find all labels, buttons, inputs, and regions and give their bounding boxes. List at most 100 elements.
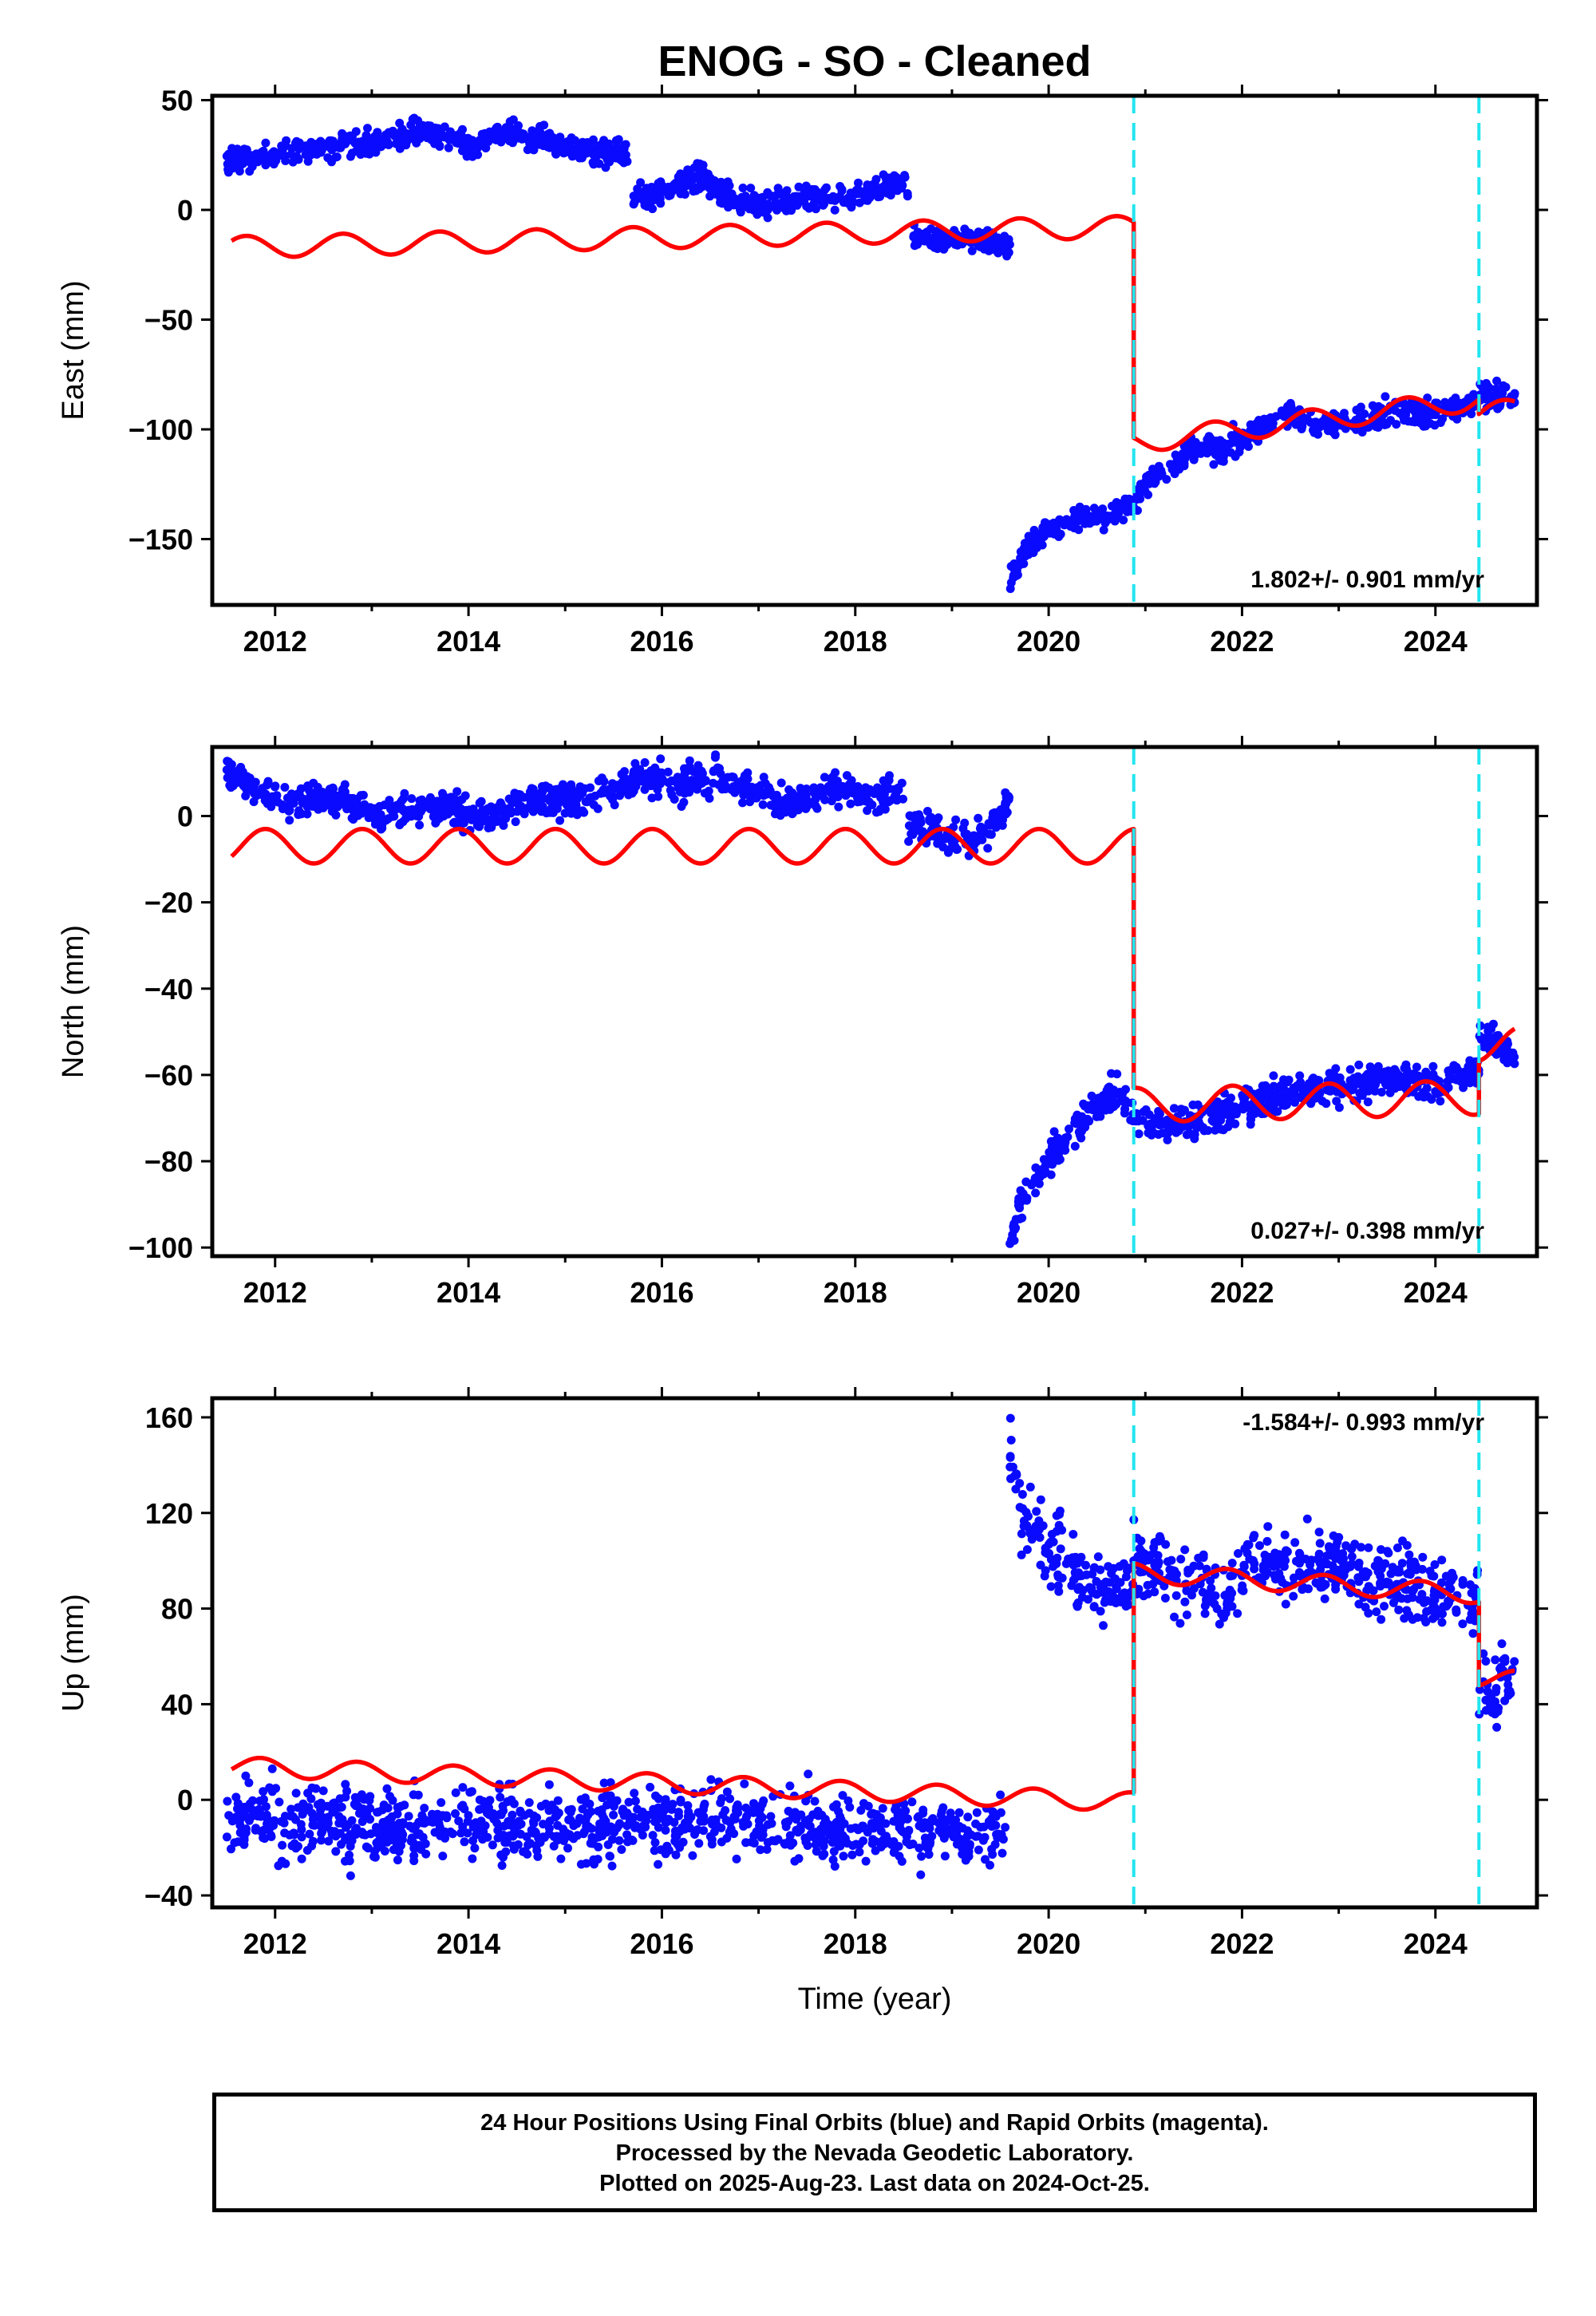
data-point: [657, 768, 666, 777]
data-point: [1001, 805, 1010, 815]
data-point: [559, 1836, 568, 1845]
data-point: [1075, 1130, 1084, 1140]
data-point: [1089, 1563, 1099, 1573]
data-point: [780, 1840, 790, 1849]
data-point: [916, 1870, 926, 1879]
data-point: [828, 785, 838, 795]
data-point: [816, 785, 826, 795]
panel-east: 2012 2014 2016 2018 2020 2022 2024500−50−100−1…: [57, 85, 1548, 658]
data-point: [1053, 1581, 1063, 1591]
data-point: [902, 1832, 911, 1841]
data-point: [242, 145, 251, 155]
data-point: [340, 1836, 350, 1844]
data-point: [1290, 1538, 1300, 1547]
data-point: [1425, 419, 1435, 429]
data-point: [342, 1786, 352, 1796]
data-point: [401, 814, 410, 824]
data-point: [1035, 1533, 1045, 1542]
data-point: [1354, 1060, 1364, 1069]
data-point: [509, 1799, 519, 1808]
data-point: [809, 788, 819, 797]
data-point: [915, 1821, 924, 1831]
data-point: [1448, 1568, 1456, 1578]
data-point: [1458, 1575, 1468, 1585]
data-point: [676, 1796, 685, 1804]
data-point: [794, 182, 804, 192]
data-point: [1394, 1605, 1404, 1614]
data-point: [1073, 516, 1083, 526]
plot-frame: [210, 745, 1539, 1259]
data-point: [717, 1823, 726, 1832]
data-point: [330, 143, 340, 152]
data-point: [307, 1808, 317, 1818]
data-point: [1089, 504, 1099, 513]
data-point: [1302, 1514, 1312, 1524]
data-point: [1193, 1100, 1203, 1109]
data-point: [340, 780, 350, 789]
data-point: [451, 1788, 460, 1797]
data-point: [610, 784, 619, 793]
data-point: [1255, 1541, 1264, 1551]
data-point: [509, 1844, 519, 1854]
data-point: [678, 172, 688, 181]
data-point: [431, 1810, 440, 1820]
data-point: [927, 1816, 936, 1825]
data-point: [285, 816, 294, 825]
data-point: [1205, 445, 1215, 454]
data-point: [939, 244, 949, 254]
data-point: [694, 1839, 704, 1848]
data-point: [707, 1835, 717, 1844]
data-point: [1361, 1567, 1370, 1576]
data-point: [267, 1787, 277, 1796]
data-point: [773, 1835, 783, 1844]
data-point: [656, 199, 666, 208]
data-point: [433, 136, 442, 145]
data-point: [624, 1797, 634, 1807]
data-point: [1270, 1571, 1279, 1580]
data-point: [1452, 1607, 1461, 1617]
data-point: [792, 200, 802, 210]
data-point: [717, 177, 726, 187]
data-point: [680, 190, 689, 199]
data-point: [839, 198, 848, 207]
data-point: [967, 246, 977, 255]
data-point: [788, 1812, 798, 1821]
data-point: [723, 177, 733, 187]
data-point: [908, 1840, 918, 1848]
data-point: [812, 1847, 821, 1856]
data-point: [454, 1816, 464, 1826]
data-point: [630, 1796, 640, 1806]
data-point: [1437, 1618, 1447, 1627]
data-point: [899, 1812, 907, 1822]
data-point: [594, 777, 603, 785]
data-point: [879, 776, 888, 785]
y-axis-label: Up (mm): [57, 1594, 90, 1712]
data-point: [453, 800, 463, 810]
data-point: [255, 1804, 264, 1814]
data-point: [1081, 504, 1091, 514]
panels: 2012 2014 2016 2018 2020 2022 2024500−50−100−1…: [57, 85, 1548, 1960]
x-tick-label: 2016: [630, 1276, 693, 1309]
data-point: [1341, 1541, 1351, 1551]
data-point: [354, 140, 362, 149]
data-points-east: [222, 113, 1519, 594]
data-point: [984, 1816, 994, 1826]
data-point: [1248, 1555, 1258, 1565]
data-point: [1378, 417, 1388, 426]
data-point: [704, 786, 713, 796]
data-point: [1154, 461, 1163, 471]
data-point: [994, 248, 1003, 258]
data-point: [1019, 559, 1029, 568]
data-point: [1165, 1565, 1175, 1575]
data-point: [480, 128, 490, 138]
data-point: [1143, 1580, 1152, 1590]
data-point: [711, 750, 721, 760]
data-point: [620, 767, 629, 777]
data-point: [819, 200, 828, 210]
data-points-up: [222, 1413, 1519, 1880]
x-tick-label: 2014: [437, 1276, 500, 1309]
data-point: [787, 206, 796, 215]
data-point: [1099, 1621, 1108, 1630]
data-point: [1025, 1529, 1035, 1539]
data-point: [776, 778, 786, 788]
